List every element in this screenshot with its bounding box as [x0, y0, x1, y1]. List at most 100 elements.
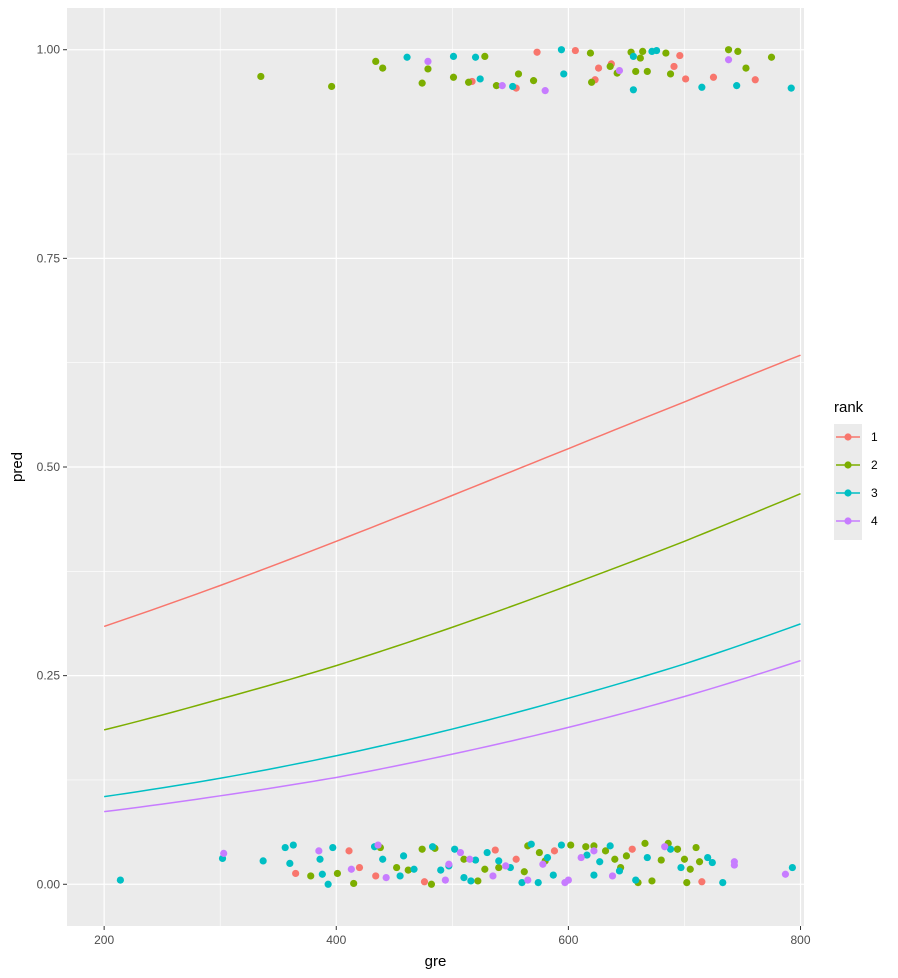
curve-rank-1 — [103, 354, 801, 628]
point-rank-3 — [410, 865, 418, 873]
point-rank-4 — [541, 87, 549, 95]
point-rank-2 — [427, 880, 436, 888]
point-rank-4 — [374, 841, 382, 849]
point-rank-1 — [345, 847, 353, 855]
legend-label: 4 — [871, 514, 878, 528]
point-rank-2 — [529, 77, 538, 85]
point-rank-3 — [316, 855, 324, 863]
point-rank-1 — [355, 863, 364, 872]
point-rank-4 — [445, 860, 453, 868]
point-rank-1 — [550, 847, 559, 855]
grid-lines — [67, 8, 804, 926]
point-rank-3 — [467, 877, 475, 885]
point-rank-2 — [449, 73, 458, 81]
point-rank-2 — [481, 865, 489, 873]
point-rank-3 — [653, 46, 661, 55]
y-tick-label: 0.75 — [37, 251, 61, 265]
point-rank-2 — [257, 72, 265, 81]
point-rank-4 — [347, 865, 355, 873]
point-rank-3 — [560, 70, 568, 78]
point-rank-2 — [666, 70, 675, 78]
point-rank-3 — [403, 53, 411, 61]
data-points — [116, 46, 796, 888]
point-rank-3 — [399, 852, 408, 860]
point-rank-3 — [698, 83, 706, 91]
point-rank-1 — [628, 845, 636, 853]
point-rank-4 — [441, 876, 449, 884]
point-rank-1 — [512, 855, 520, 863]
point-rank-3 — [629, 52, 637, 61]
legend-key-point — [844, 517, 852, 525]
point-rank-2 — [464, 78, 473, 86]
legend-key-point — [844, 433, 852, 441]
axes: 200 400 600 800 0.00 0.25 0.50 0.75 1.00 — [37, 43, 811, 947]
point-rank-4 — [220, 849, 228, 857]
point-rank-3 — [788, 863, 796, 872]
point-rank-4 — [489, 872, 497, 880]
point-rank-2 — [662, 49, 670, 57]
point-rank-2 — [643, 67, 651, 76]
point-rank-3 — [632, 876, 640, 884]
point-rank-3 — [286, 859, 294, 868]
point-rank-2 — [588, 78, 596, 86]
point-rank-2 — [734, 47, 742, 56]
point-rank-2 — [586, 49, 595, 57]
point-rank-2 — [673, 845, 682, 853]
point-rank-2 — [632, 67, 640, 76]
point-rank-4 — [724, 56, 733, 64]
prediction-curves — [103, 354, 801, 813]
point-rank-2 — [474, 877, 482, 885]
point-rank-4 — [615, 66, 624, 75]
point-rank-2 — [333, 869, 342, 878]
point-rank-4 — [424, 57, 432, 66]
x-tick-label: 800 — [791, 933, 811, 947]
point-rank-3 — [289, 841, 297, 849]
legend-key-point — [844, 489, 852, 497]
point-rank-3 — [557, 841, 566, 849]
legend-label: 1 — [871, 430, 878, 444]
point-rank-3 — [733, 82, 741, 90]
point-rank-1 — [751, 76, 759, 84]
point-rank-3 — [583, 851, 591, 859]
point-rank-1 — [292, 869, 300, 878]
point-rank-4 — [456, 848, 465, 857]
point-rank-3 — [666, 845, 675, 853]
point-rank-3 — [719, 879, 727, 887]
point-rank-2 — [495, 863, 503, 872]
point-rank-2 — [514, 70, 523, 78]
point-rank-1 — [670, 62, 678, 71]
x-tick-label: 200 — [94, 933, 114, 947]
y-tick-label: 0.25 — [37, 669, 61, 683]
point-rank-3 — [677, 863, 685, 872]
point-rank-3 — [429, 843, 437, 851]
point-rank-3 — [324, 880, 332, 888]
point-rank-2 — [481, 52, 489, 61]
point-rank-2 — [695, 858, 704, 866]
point-rank-2 — [639, 47, 647, 56]
point-rank-1 — [491, 846, 499, 854]
point-rank-2 — [622, 852, 631, 860]
point-rank-2 — [328, 82, 336, 91]
point-rank-3 — [460, 874, 468, 882]
point-rank-2 — [680, 855, 689, 863]
point-rank-2 — [460, 855, 468, 863]
x-tick-label: 600 — [558, 933, 578, 947]
point-rank-2 — [393, 863, 401, 872]
point-rank-4 — [661, 843, 669, 851]
y-tick-label: 0.50 — [37, 460, 61, 474]
point-rank-2 — [590, 842, 598, 850]
legend-title: rank — [834, 399, 864, 416]
point-rank-4 — [466, 855, 474, 863]
point-rank-2 — [582, 843, 590, 851]
point-rank-2 — [307, 872, 315, 880]
point-rank-4 — [524, 876, 532, 884]
point-rank-3 — [606, 842, 614, 850]
point-rank-2 — [692, 843, 700, 852]
point-rank-1 — [571, 46, 579, 55]
point-rank-3 — [704, 853, 712, 862]
point-rank-4 — [382, 874, 390, 882]
point-rank-3 — [483, 848, 491, 857]
point-rank-3 — [437, 866, 445, 874]
point-rank-3 — [281, 843, 289, 852]
